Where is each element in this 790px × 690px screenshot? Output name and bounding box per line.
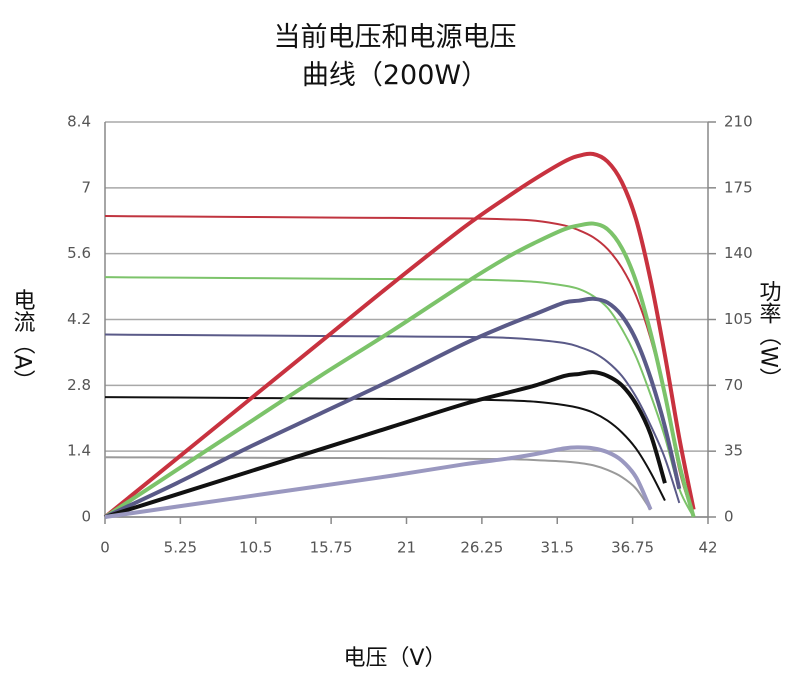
current-curve bbox=[104, 396, 666, 501]
power-curve bbox=[104, 370, 667, 519]
x-tick-label: 5.25 bbox=[164, 539, 197, 557]
y2-tick-label: 35 bbox=[724, 442, 743, 460]
y2-axis-label: 功率（W） bbox=[756, 280, 782, 390]
y2-tick-label: 175 bbox=[724, 178, 753, 196]
y2-tick-label: 210 bbox=[724, 113, 753, 131]
y-tick-label: 2.8 bbox=[67, 376, 91, 394]
power-curve bbox=[104, 445, 653, 519]
y-tick-label: 4.2 bbox=[67, 310, 91, 328]
x-axis-label: 电压（V） bbox=[343, 646, 446, 671]
power-curve bbox=[103, 151, 696, 519]
y-axis-label: 电流（A） bbox=[10, 288, 36, 391]
x-tick-label: 31.5 bbox=[541, 539, 574, 557]
y2-tick-label: 105 bbox=[724, 310, 753, 328]
y-tick-label: 0 bbox=[81, 508, 91, 526]
current-curve bbox=[104, 276, 695, 518]
x-tick-label: 36.75 bbox=[611, 539, 654, 557]
power-curve bbox=[103, 221, 696, 519]
y-tick-label: 1.4 bbox=[67, 442, 91, 460]
current-curve bbox=[104, 456, 652, 511]
chart-title: 当前电压和电源电压 bbox=[274, 22, 517, 53]
y2-tick-label: 140 bbox=[724, 244, 753, 262]
y2-tick-label: 70 bbox=[724, 376, 743, 394]
x-tick-label: 42 bbox=[698, 539, 717, 557]
x-tick-label: 0 bbox=[100, 539, 110, 557]
y-tick-label: 5.6 bbox=[67, 244, 91, 262]
current-curve bbox=[104, 215, 695, 518]
chart-subtitle: 曲线（200W） bbox=[302, 60, 488, 91]
x-tick-label: 26.25 bbox=[460, 539, 503, 557]
current-curve bbox=[104, 333, 681, 504]
y2-tick-label: 0 bbox=[724, 508, 734, 526]
x-tick-label: 21 bbox=[397, 539, 416, 557]
power-curve bbox=[104, 296, 682, 519]
x-tick-label: 10.5 bbox=[239, 539, 272, 557]
y-tick-label: 8.4 bbox=[67, 113, 91, 131]
y-tick-label: 7 bbox=[81, 178, 91, 196]
x-tick-label: 15.75 bbox=[310, 539, 353, 557]
